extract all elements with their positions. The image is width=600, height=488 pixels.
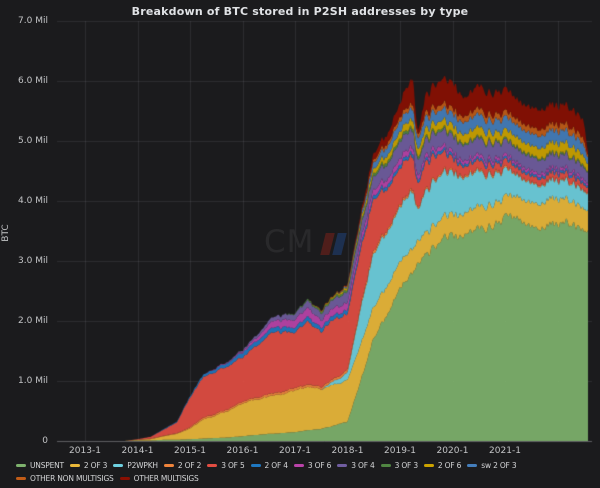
legend-item-2-of-4[interactable]: 2 OF 4 (250, 460, 289, 471)
legend-series-label: 3 OF 4 (351, 461, 375, 470)
legend-series-label: OTHER MULTISIGS (133, 474, 199, 483)
legend-item-other-non-multisigs[interactable]: OTHER NON MULTISIGS (16, 473, 114, 484)
x-tick-label: 2014-1 (121, 446, 154, 456)
legend-item-2-of-3[interactable]: 2 OF 3 (69, 460, 108, 471)
y-tick-label: 7.0 Mil (18, 16, 48, 26)
x-tick-label: 2013-1 (69, 446, 101, 456)
legend-series-label: 2 OF 3 (83, 461, 108, 470)
legend-item-other-multisigs[interactable]: OTHER MULTISIGS (119, 473, 199, 484)
legend-series-marker-icon (16, 477, 26, 480)
legend-series-marker-icon (380, 464, 391, 467)
legend-item-sw-2-of-3[interactable]: sw 2 OF 3 (467, 460, 517, 471)
x-tick-label: 2021-1 (489, 446, 521, 456)
legend-series-marker-icon (467, 464, 478, 467)
legend-series-label: 2 OF 6 (437, 461, 462, 470)
legend-series-marker-icon (423, 464, 434, 467)
legend-series-marker-icon (293, 464, 304, 467)
legend-series-label: UNSPENT (30, 461, 64, 470)
legend-item-3-of-5[interactable]: 3 OF 5 (207, 460, 245, 471)
x-tick-label: 2020-1 (436, 446, 469, 456)
y-tick-label: 1.0 Mil (18, 376, 48, 386)
y-tick-label: 4.0 Mil (18, 196, 48, 206)
legend-series-marker-icon (207, 464, 218, 467)
x-tick-label: 2015-1 (174, 446, 206, 456)
x-tick-label: 2017-1 (279, 446, 311, 456)
legend-series-label: P2WPKH (127, 461, 158, 470)
legend-series-label: OTHER NON MULTISIGS (30, 474, 114, 483)
x-tick-label: 2018-1 (331, 446, 364, 456)
legend-item-3-of-6[interactable]: 3 OF 6 (293, 460, 332, 471)
x-tick-label: 2019-1 (384, 446, 416, 456)
legend-series-marker-icon (250, 464, 261, 467)
legend-item-p2wpkh[interactable]: P2WPKH (113, 460, 158, 471)
legend-series-label: 3 OF 5 (221, 461, 245, 470)
legend-item-3-of-4[interactable]: 3 OF 4 (337, 460, 375, 471)
y-tick-label: 0 (42, 436, 48, 446)
legend-series-marker-icon (69, 464, 80, 467)
legend-item-3-of-3[interactable]: 3 OF 3 (380, 460, 419, 471)
legend-series-label: 3 OF 3 (394, 461, 419, 470)
legend-series-label: 2 OF 2 (177, 461, 202, 470)
y-tick-label: 2.0 Mil (18, 316, 48, 326)
legend-series-marker-icon (163, 464, 174, 467)
y-tick-label: 6.0 Mil (18, 76, 48, 86)
y-tick-label: 3.0 Mil (18, 256, 48, 266)
legend-item-2-of-6[interactable]: 2 OF 6 (423, 460, 462, 471)
y-tick-label: 5.0 Mil (18, 136, 48, 146)
legend-series-label: sw 2 OF 3 (481, 461, 517, 470)
legend-series-label: 2 OF 4 (264, 461, 289, 470)
legend: UNSPENT 2 OF 3 P2WPKH 2 OF 2 3 OF 5 2 OF 4 3 O… (16, 460, 592, 484)
legend-series-marker-icon (119, 477, 130, 480)
panel-title[interactable]: Breakdown of BTC stored in P2SH addresse… (131, 5, 469, 18)
x-tick-label: 2016-1 (226, 446, 259, 456)
legend-series-marker-icon (113, 464, 124, 467)
legend-series-marker-icon (16, 464, 26, 467)
y-axis-label: BTC (1, 224, 11, 242)
legend-series-label: 3 OF 6 (307, 461, 332, 470)
legend-series-marker-icon (337, 464, 348, 467)
legend-item-2-of-2[interactable]: 2 OF 2 (163, 460, 202, 471)
legend-item-unspent[interactable]: UNSPENT (16, 460, 64, 471)
